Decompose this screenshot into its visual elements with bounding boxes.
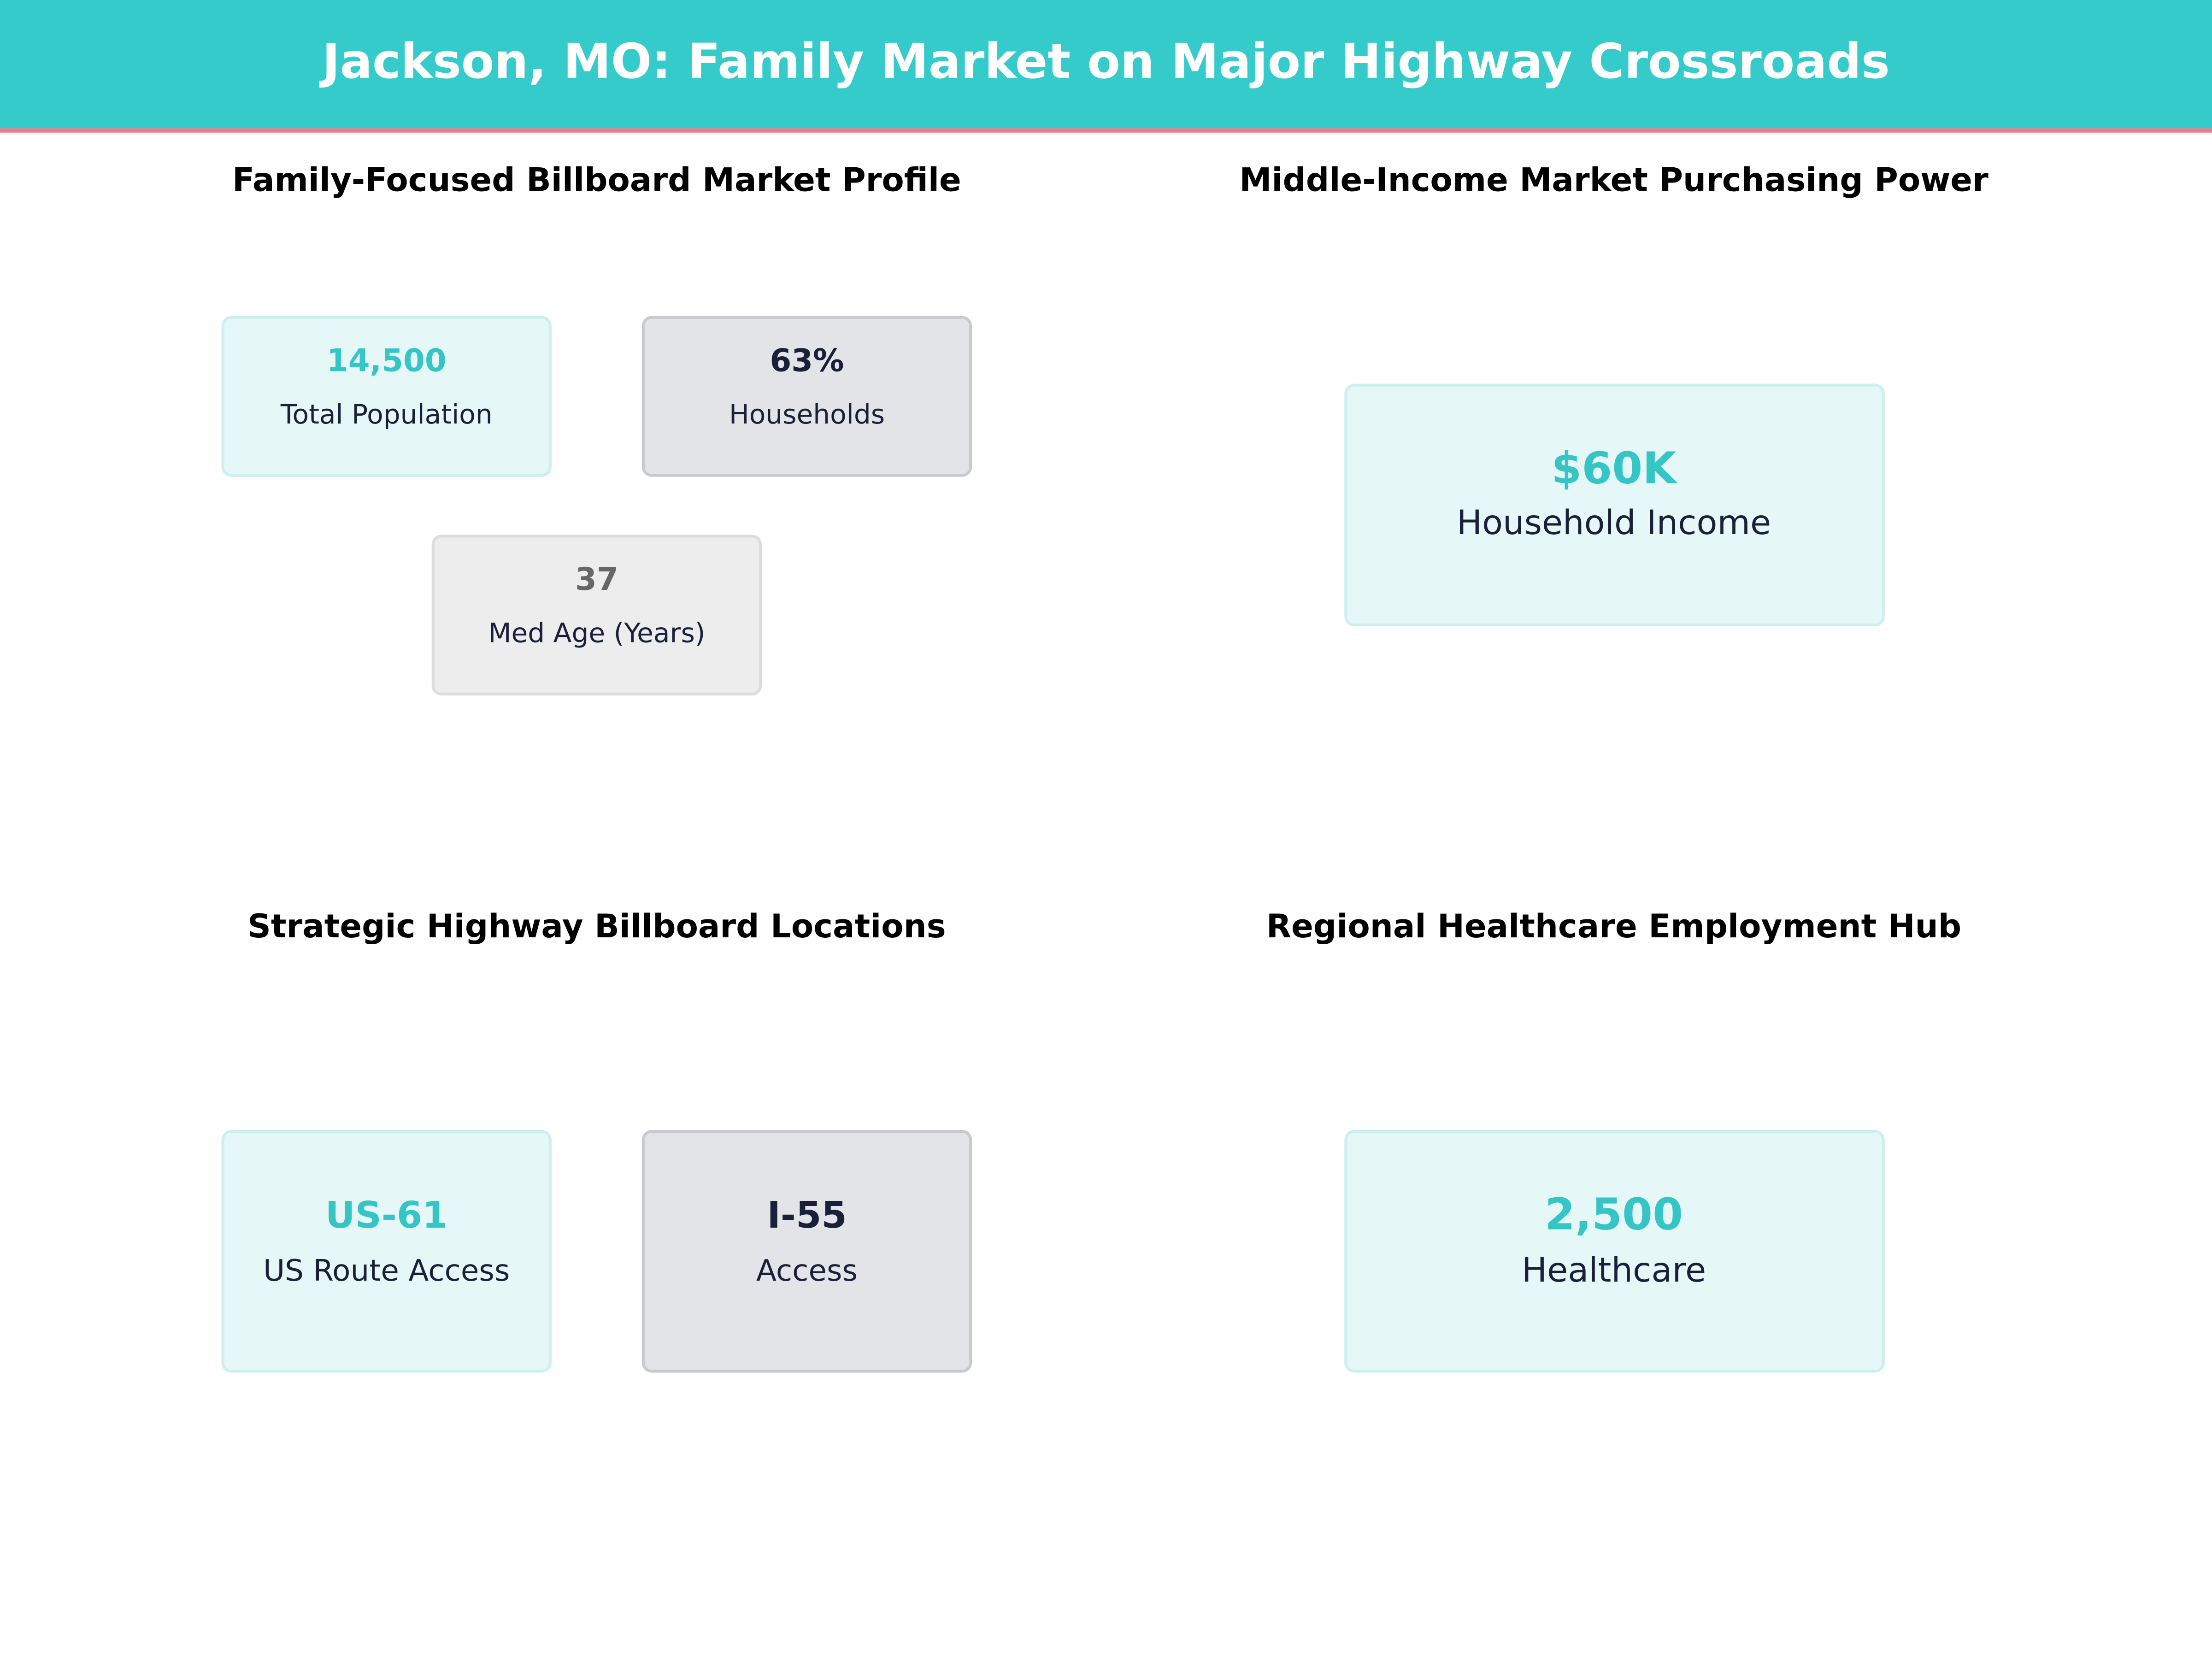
- kpi-label: Med Age (Years): [488, 618, 705, 649]
- panel-title: Family-Focused Billboard Market Profile: [232, 161, 961, 199]
- kpi-card: 2,500 Healthcare: [1344, 1130, 1885, 1373]
- kpi-card: 14,500 Total Population: [221, 316, 552, 477]
- kpi-value: 2,500: [1545, 1189, 1683, 1240]
- kpi-card: 37 Med Age (Years): [431, 535, 762, 696]
- kpi-value: I-55: [767, 1194, 847, 1236]
- kpi-label: Total Population: [280, 399, 493, 430]
- kpi-label: Households: [729, 399, 885, 430]
- kpi-value: 14,500: [327, 342, 447, 378]
- kpi-value: US-61: [325, 1194, 448, 1236]
- header-title: Jackson, MO: Family Market on Major High…: [319, 33, 1890, 89]
- kpi-card: 63% Households: [641, 316, 972, 477]
- panel-title: Strategic Highway Billboard Locations: [247, 907, 946, 945]
- kpi-card: US-61 US Route Access: [221, 1130, 552, 1373]
- kpi-value: $60K: [1551, 443, 1678, 494]
- kpi-card: $60K Household Income: [1344, 383, 1885, 627]
- kpi-value: 37: [575, 561, 618, 597]
- header-rule: [0, 128, 2212, 133]
- kpi-label: Healthcare: [1522, 1251, 1706, 1290]
- panel-title: Regional Healthcare Employment Hub: [1266, 907, 1961, 945]
- kpi-label: US Route Access: [263, 1253, 510, 1288]
- kpi-value: 63%: [770, 342, 844, 378]
- kpi-label: Access: [756, 1253, 858, 1288]
- header-band: [0, 0, 2212, 129]
- kpi-label: Household Income: [1457, 503, 1771, 542]
- panel-title: Middle-Income Market Purchasing Power: [1239, 161, 1988, 199]
- kpi-card: I-55 Access: [641, 1130, 972, 1373]
